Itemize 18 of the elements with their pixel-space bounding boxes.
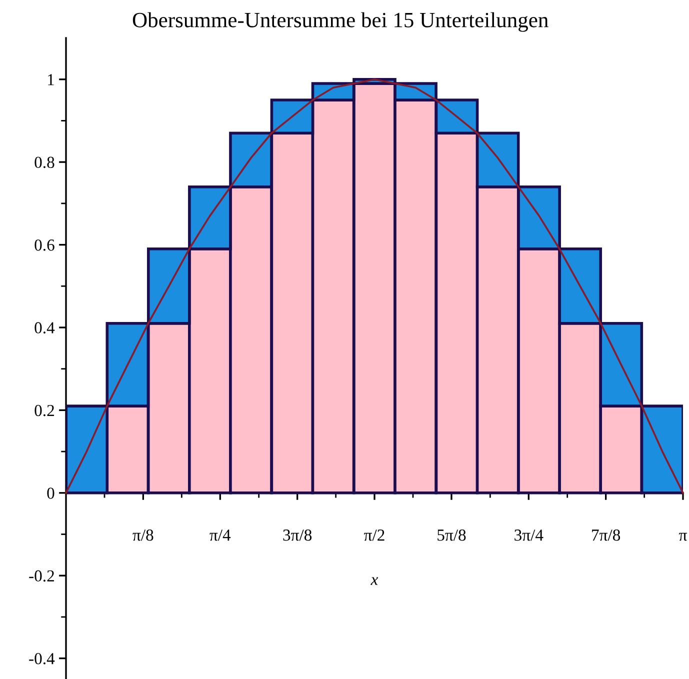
chart-title: Obersumme-Untersumme bei 15 Unterteilungen <box>132 12 548 32</box>
y-tick-label: 0.4 <box>34 322 55 334</box>
x-tick-label: π/8 <box>132 529 154 541</box>
x-tick-label: 5π/8 <box>438 529 466 541</box>
y-tick-label: 0 <box>47 488 54 499</box>
y-tick-label: -0.2 <box>29 570 54 582</box>
x-tick-label: 3π/8 <box>283 529 312 541</box>
y-tick-label: 0.8 <box>34 156 54 168</box>
y-tick-label: 0.6 <box>34 239 54 251</box>
x-tick-label: 3π/4 <box>514 530 544 541</box>
y-tick-label: -0.4 <box>29 653 55 664</box>
x-tick-label: π/2 <box>364 530 384 541</box>
x-axis-title: x <box>370 577 378 585</box>
x-tick-label: 7π/8 <box>592 529 620 541</box>
y-tick-label: 0.2 <box>34 404 54 416</box>
x-tick-label: π <box>679 532 687 541</box>
x-tick-label: π/4 <box>210 530 231 541</box>
y-tick-label: 1 <box>48 74 54 86</box>
